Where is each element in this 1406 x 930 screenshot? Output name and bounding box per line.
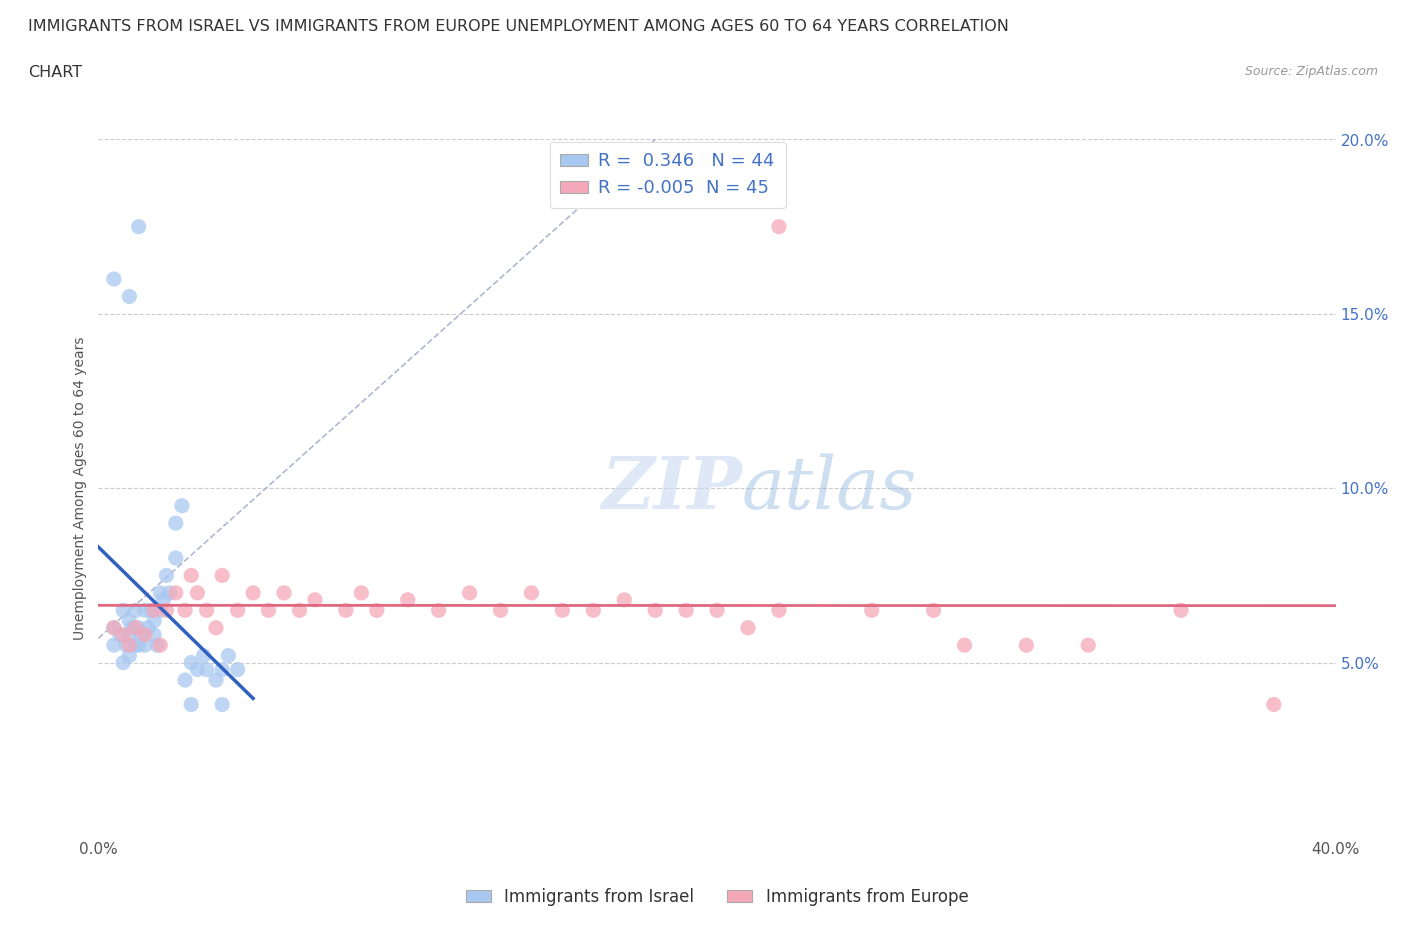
Point [953,638,976,653]
Point [1077,638,1099,653]
Point [226,662,249,677]
Point [103,272,125,286]
Point [211,568,233,583]
Point [706,603,728,618]
Point [103,638,125,653]
Text: IMMIGRANTS FROM ISRAEL VS IMMIGRANTS FROM EUROPE UNEMPLOYMENT AMONG AGES 60 TO 6: IMMIGRANTS FROM ISRAEL VS IMMIGRANTS FRO… [28,19,1010,33]
Point [149,586,172,601]
Point [103,620,125,635]
Point [242,586,264,601]
Point [136,620,159,635]
Point [165,586,187,601]
Point [205,672,228,687]
Point [118,638,141,653]
Point [427,603,450,618]
Point [195,662,218,677]
Point [489,603,512,618]
Point [675,603,697,618]
Point [644,603,666,618]
Point [180,568,202,583]
Point [112,656,135,671]
Point [860,603,883,618]
Point [396,592,419,607]
Point [350,586,373,601]
Point [103,620,125,635]
Point [134,603,156,618]
Point [170,498,193,513]
Text: ZIP: ZIP [600,453,742,524]
Point [1263,698,1285,712]
Point [205,620,228,635]
Point [186,662,208,677]
Point [458,586,481,601]
Point [180,698,202,712]
Point [304,592,326,607]
Point [143,603,166,618]
Point [273,586,295,601]
Point [737,620,759,635]
Point [613,592,636,607]
Point [124,603,146,618]
Point [121,620,143,635]
Point [143,628,166,643]
Point [124,620,146,635]
Point [152,592,174,607]
Point [174,672,197,687]
Point [159,586,181,601]
Text: Source: ZipAtlas.com: Source: ZipAtlas.com [1244,65,1378,78]
Point [768,603,790,618]
Point [165,515,187,530]
Y-axis label: Unemployment Among Ages 60 to 64 years: Unemployment Among Ages 60 to 64 years [73,337,87,640]
Point [118,614,141,629]
Point [118,289,141,304]
Point [131,628,153,643]
Legend: Immigrants from Israel, Immigrants from Europe: Immigrants from Israel, Immigrants from … [458,881,976,912]
Point [112,603,135,618]
Point [217,648,239,663]
Point [115,638,138,653]
Text: CHART: CHART [28,65,82,80]
Point [335,603,357,618]
Point [124,638,146,653]
Point [366,603,388,618]
Point [155,603,177,618]
Point [195,603,218,618]
Point [118,628,141,643]
Point [128,620,150,635]
Point [768,219,790,234]
Point [143,614,166,629]
Point [582,603,605,618]
Point [165,551,187,565]
Point [128,638,150,653]
Point [1170,603,1192,618]
Point [155,568,177,583]
Point [211,662,233,677]
Point [139,603,162,618]
Point [128,219,150,234]
Point [257,603,280,618]
Point [1015,638,1038,653]
Point [118,648,141,663]
Point [186,586,208,601]
Point [551,603,574,618]
Point [149,638,172,653]
Point [211,698,233,712]
Point [112,628,135,643]
Point [288,603,311,618]
Point [146,638,169,653]
Text: atlas: atlas [742,453,917,524]
Point [134,628,156,643]
Point [108,628,131,643]
Point [180,656,202,671]
Point [193,648,215,663]
Point [149,603,172,618]
Point [174,603,197,618]
Point [520,586,543,601]
Point [922,603,945,618]
Point [134,638,156,653]
Point [226,603,249,618]
